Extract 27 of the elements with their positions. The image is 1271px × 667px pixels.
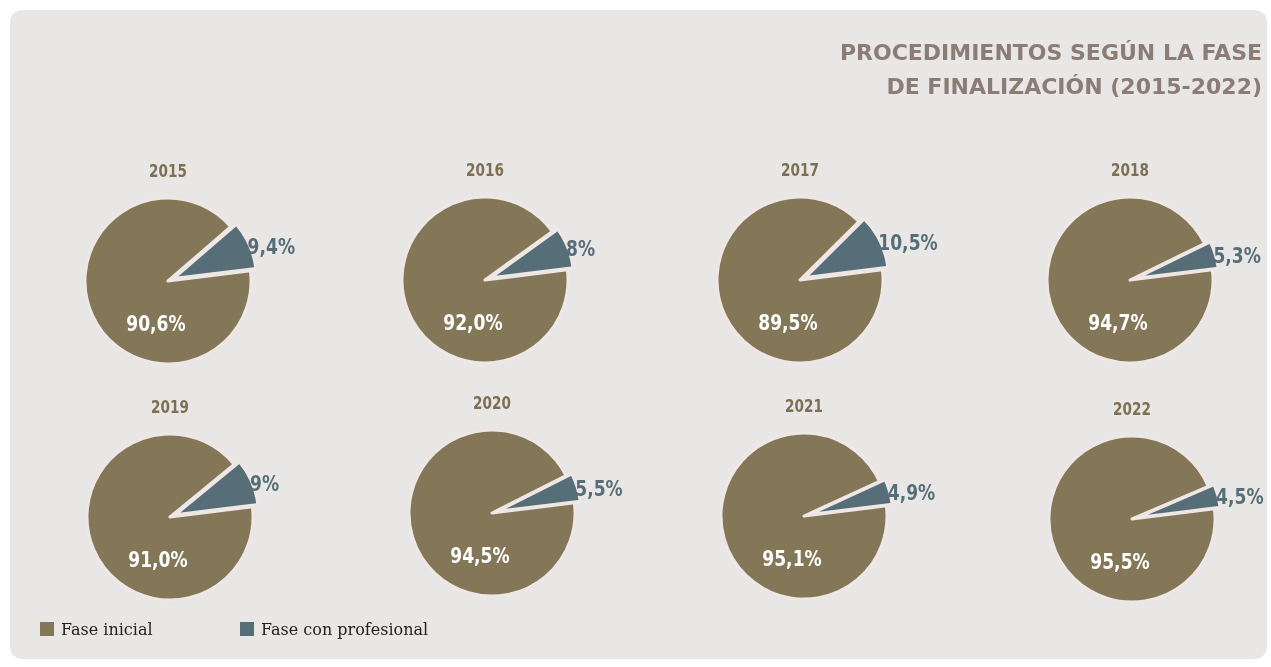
chart-title: 2018 bbox=[1111, 160, 1149, 181]
data-label: 95,1% bbox=[762, 545, 822, 572]
data-label: 8% bbox=[566, 236, 596, 262]
data-label: 5,3% bbox=[1213, 243, 1262, 269]
text: PROCEDIMIENTOS SEGÚN LA FASE DE FINALIZACIÓN (2015-2022) bbox=[839, 40, 1262, 99]
legend-label: Fase con profesional bbox=[261, 620, 429, 639]
data-label: 4,5% bbox=[1216, 484, 1264, 510]
data-label: 9,4% bbox=[247, 233, 296, 260]
chart-title: 2020 bbox=[473, 393, 511, 414]
data-label: 9% bbox=[249, 470, 280, 497]
data-label: 4,9% bbox=[887, 480, 936, 506]
chart-title: 2022 bbox=[1113, 399, 1151, 420]
data-label: 95,5% bbox=[1090, 548, 1150, 575]
chart-title: 2019 bbox=[151, 397, 189, 418]
data-label: 94,7% bbox=[1088, 309, 1148, 336]
data-label: 90,6% bbox=[126, 310, 186, 337]
chart-title: 2021 bbox=[785, 396, 823, 417]
data-label: 5,5% bbox=[575, 475, 624, 502]
data-label: 91,0% bbox=[128, 546, 188, 573]
data-label: 94,5% bbox=[450, 542, 510, 569]
chart-title: 2015 bbox=[149, 161, 187, 182]
chart-title: 2016 bbox=[466, 160, 504, 181]
data-label: 92,0% bbox=[443, 309, 503, 336]
chart-title: 2017 bbox=[781, 160, 819, 181]
data-label: 89,5% bbox=[758, 309, 818, 336]
data-label: 10,5% bbox=[878, 229, 938, 256]
legend-label: Fase inicial bbox=[61, 620, 153, 639]
